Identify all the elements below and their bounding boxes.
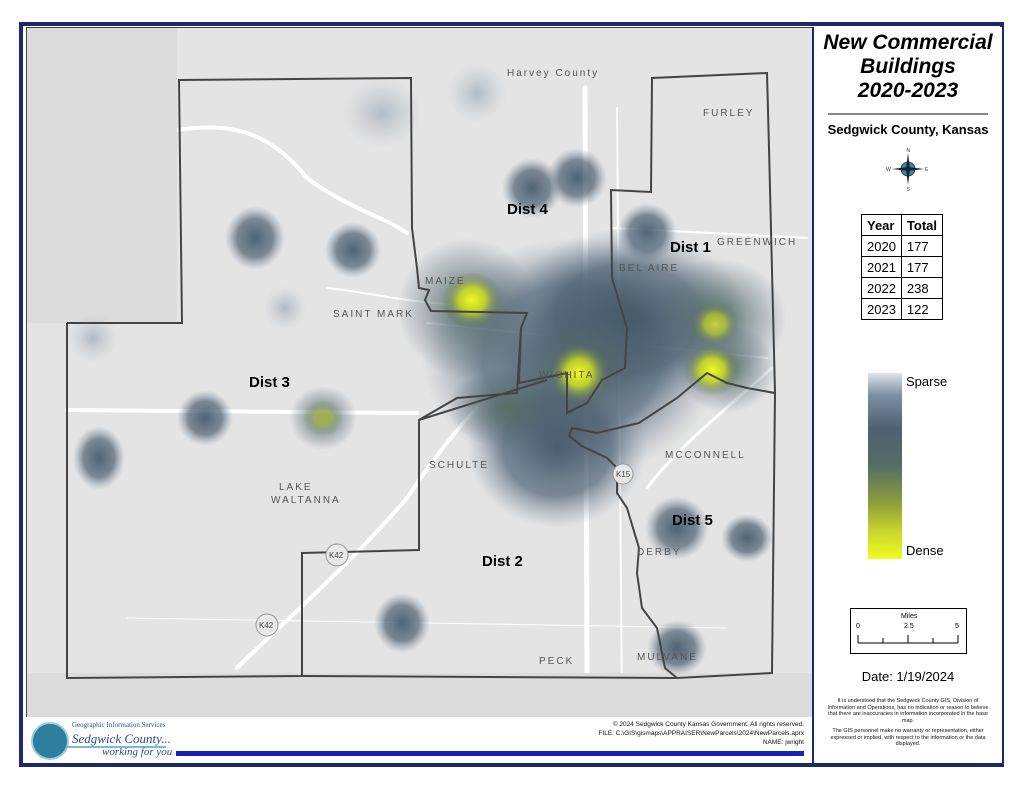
- svg-text:N: N: [907, 148, 911, 154]
- svg-text:2.5: 2.5: [904, 623, 914, 630]
- map-label-lake: LAKE: [279, 482, 313, 493]
- table-header-total: Total: [900, 214, 944, 236]
- disclaimer-text: It is understood that the Sedgwick Count…: [827, 698, 989, 747]
- map-label-mulvane: MULVANE: [637, 652, 698, 663]
- map-title: New Commercial Buildings 2020-2023: [823, 31, 993, 102]
- map-label-mcconnell: MCCONNELL: [665, 450, 746, 461]
- district-3-label: Dist 3: [249, 374, 290, 391]
- svg-text:0: 0: [856, 623, 860, 630]
- county-tagline: working for you: [102, 746, 173, 758]
- map-label-peck: PECK: [539, 656, 574, 667]
- district-2-label: Dist 2: [482, 553, 523, 570]
- footer: Geographic Information Services Sedgwick…: [26, 717, 812, 763]
- table-row: 2022 238: [861, 277, 944, 299]
- title-rule: [828, 113, 988, 115]
- map-label-belaire: BEL AIRE: [619, 263, 679, 274]
- svg-text:W: W: [886, 167, 891, 173]
- svg-text:Miles: Miles: [901, 613, 918, 620]
- district-5-label: Dist 5: [672, 512, 713, 529]
- footer-bar: [176, 751, 804, 756]
- heatmap-layer: [68, 63, 787, 676]
- map-date: Date: 1/19/2024: [861, 669, 955, 684]
- table-row: 2023 122: [861, 298, 944, 320]
- table-row: 2021 177: [861, 256, 944, 278]
- legend-panel: New Commercial Buildings 2020-2023 Sedgw…: [812, 27, 1002, 763]
- svg-text:E: E: [925, 167, 929, 173]
- year-total-table: Year Total 2020 177 2021 177 2022 238 20…: [861, 214, 944, 320]
- map-canvas[interactable]: Harvey County FURLEY MAIZE SAINT MARK BE…: [26, 27, 814, 719]
- route-k42-b: K42: [259, 621, 274, 630]
- map-label-greenwich: GREENWICH: [717, 237, 797, 248]
- footer-credits: © 2024 Sedgwick County Kansas Government…: [598, 721, 804, 746]
- map-subtitle: Sedgwick County, Kansas: [827, 122, 989, 137]
- map-label-waltanna: WALTANNA: [271, 495, 341, 506]
- svg-text:5: 5: [955, 623, 959, 630]
- table-row: 2020 177: [861, 235, 944, 257]
- logo-underline: [66, 746, 166, 748]
- map-label-schulte: SCHULTE: [429, 460, 489, 471]
- map-label-maize: MAIZE: [425, 276, 466, 287]
- map-label-derby: DERBY: [637, 547, 681, 558]
- gis-label: Geographic Information Services: [72, 721, 166, 729]
- route-k15: K15: [616, 470, 631, 479]
- svg-text:S: S: [907, 187, 911, 191]
- density-color-ramp: [868, 373, 902, 559]
- ramp-label-sparse: Sparse: [906, 374, 948, 389]
- county-seal-icon: [31, 722, 69, 760]
- map-label-wichita: WICHITA: [539, 370, 594, 381]
- district-4-label: Dist 4: [507, 201, 549, 218]
- table-header-year: Year: [861, 214, 902, 236]
- map-label-furley: FURLEY: [703, 108, 754, 119]
- ramp-label-dense: Dense: [906, 543, 944, 558]
- map-label-saintmark: SAINT MARK: [333, 309, 414, 320]
- map-label-harvey: Harvey County: [507, 68, 599, 79]
- scale-bar: Miles 0 2.5 5: [850, 608, 967, 654]
- route-k42-a: K42: [329, 551, 344, 560]
- compass-icon: N S E W: [886, 148, 929, 191]
- county-logo-text: Sedgwick County...: [72, 731, 171, 746]
- district-boundaries: [66, 71, 777, 680]
- district-1-label: Dist 1: [670, 239, 711, 256]
